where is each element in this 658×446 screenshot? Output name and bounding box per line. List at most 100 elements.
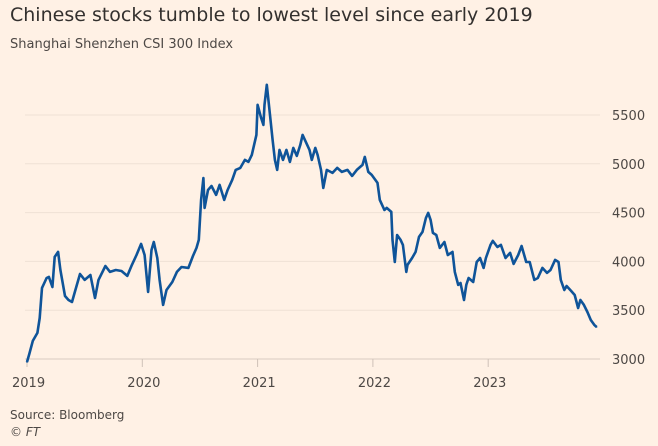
data-point (475, 261, 478, 263)
data-point (310, 159, 313, 161)
data-point (459, 282, 462, 284)
data-point (517, 254, 519, 256)
data-point (59, 269, 62, 271)
data-point (289, 161, 291, 163)
data-point (231, 179, 234, 181)
data-point (479, 257, 481, 259)
data-point (278, 149, 281, 151)
data-point (57, 251, 59, 253)
y-tick-label: 4500 (612, 207, 645, 222)
data-point (271, 139, 274, 141)
data-point (520, 245, 523, 247)
data-point (28, 353, 31, 355)
data-point (465, 284, 468, 286)
data-point (411, 257, 413, 259)
data-point (147, 291, 149, 293)
data-point (53, 256, 56, 258)
data-point (171, 281, 174, 283)
data-point (256, 104, 259, 106)
data-point (453, 271, 456, 273)
data-point (299, 144, 302, 146)
data-point (549, 269, 552, 271)
data-point (215, 194, 217, 196)
data-point (255, 134, 258, 136)
x-tick-label: 2021 (243, 376, 276, 391)
data-point (570, 290, 573, 292)
data-point (593, 324, 596, 326)
data-point (563, 289, 566, 291)
data-point (263, 104, 266, 106)
data-point (595, 326, 598, 328)
data-point (308, 149, 311, 151)
data-point (541, 267, 544, 269)
data-point (140, 243, 142, 245)
data-point (500, 244, 502, 246)
data-point (314, 147, 317, 149)
data-point (546, 272, 548, 274)
data-point (207, 189, 209, 191)
chart-title: Chinese stocks tumble to lowest level si… (10, 4, 533, 26)
data-point (274, 159, 276, 161)
data-point (244, 159, 246, 161)
data-point (472, 281, 475, 283)
data-point (579, 299, 582, 301)
data-point (94, 297, 96, 299)
data-point (525, 261, 528, 263)
data-point (435, 234, 438, 236)
data-point (304, 139, 306, 141)
data-point (114, 269, 117, 271)
data-point (504, 257, 507, 259)
data-point (492, 240, 494, 242)
data-point (346, 169, 349, 171)
data-point (203, 207, 206, 209)
data-point (41, 287, 43, 289)
data-point (266, 84, 268, 86)
data-point (457, 284, 460, 286)
data-point (262, 124, 265, 126)
data-point (260, 117, 262, 119)
data-point (218, 184, 221, 186)
data-point (67, 299, 70, 301)
data-point (285, 149, 288, 151)
data-point (165, 289, 168, 291)
data-point (292, 147, 295, 149)
data-point (120, 270, 123, 272)
x-tick-label: 2023 (473, 376, 506, 391)
data-point (48, 276, 50, 278)
data-point (467, 277, 470, 279)
data-point (429, 219, 432, 221)
data-point (251, 154, 253, 156)
data-point (176, 271, 178, 273)
data-point (391, 239, 394, 241)
source-note: Source: Bloomberg (10, 408, 125, 422)
data-point (351, 175, 353, 177)
x-tick-label: 2019 (12, 376, 45, 391)
data-point (340, 171, 343, 173)
data-point (482, 267, 485, 269)
data-point (376, 182, 379, 184)
data-point (528, 261, 531, 263)
data-point (192, 255, 194, 257)
data-point (158, 279, 161, 281)
data-point (331, 172, 334, 174)
data-point (197, 239, 200, 241)
data-point (135, 254, 138, 256)
data-point (153, 241, 155, 243)
data-point (200, 199, 202, 201)
data-point (282, 159, 284, 161)
data-point (143, 254, 146, 256)
data-point (226, 189, 229, 191)
data-point (180, 266, 183, 268)
data-point (31, 340, 34, 342)
y-tick-label: 5500 (612, 109, 645, 124)
data-point (316, 154, 319, 156)
ft-credit: © FT (10, 425, 41, 439)
data-point (443, 241, 446, 243)
data-point (156, 257, 159, 259)
data-point (202, 177, 205, 179)
data-point (74, 289, 77, 291)
data-point (485, 257, 487, 259)
data-point (26, 361, 28, 363)
data-point (463, 299, 465, 301)
